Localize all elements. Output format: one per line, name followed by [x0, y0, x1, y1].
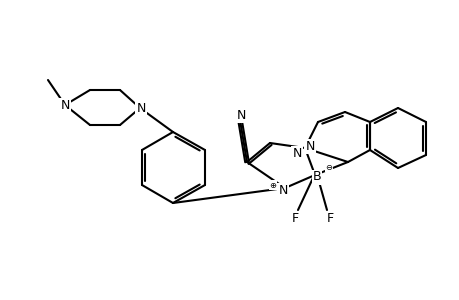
Text: N: N [236, 109, 245, 122]
Text: ⊖: ⊖ [325, 163, 332, 172]
Text: F: F [326, 212, 333, 226]
Text: B: B [312, 170, 321, 184]
Text: N: N [136, 101, 146, 115]
Text: ⊕: ⊕ [269, 181, 276, 190]
Text: N: N [291, 146, 301, 160]
Text: N: N [60, 98, 69, 112]
Text: N: N [305, 140, 314, 152]
Text: F: F [291, 212, 298, 226]
Text: N: N [278, 184, 287, 196]
